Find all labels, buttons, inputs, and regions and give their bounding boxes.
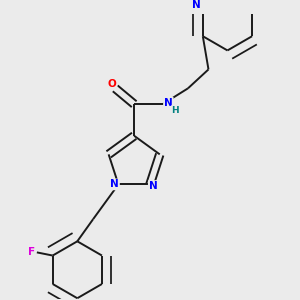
Text: H: H [172,106,179,115]
Text: N: N [149,181,158,191]
Text: F: F [28,248,35,257]
Text: O: O [108,79,116,88]
Text: N: N [164,98,173,108]
Text: N: N [192,0,201,10]
Text: N: N [110,179,119,189]
